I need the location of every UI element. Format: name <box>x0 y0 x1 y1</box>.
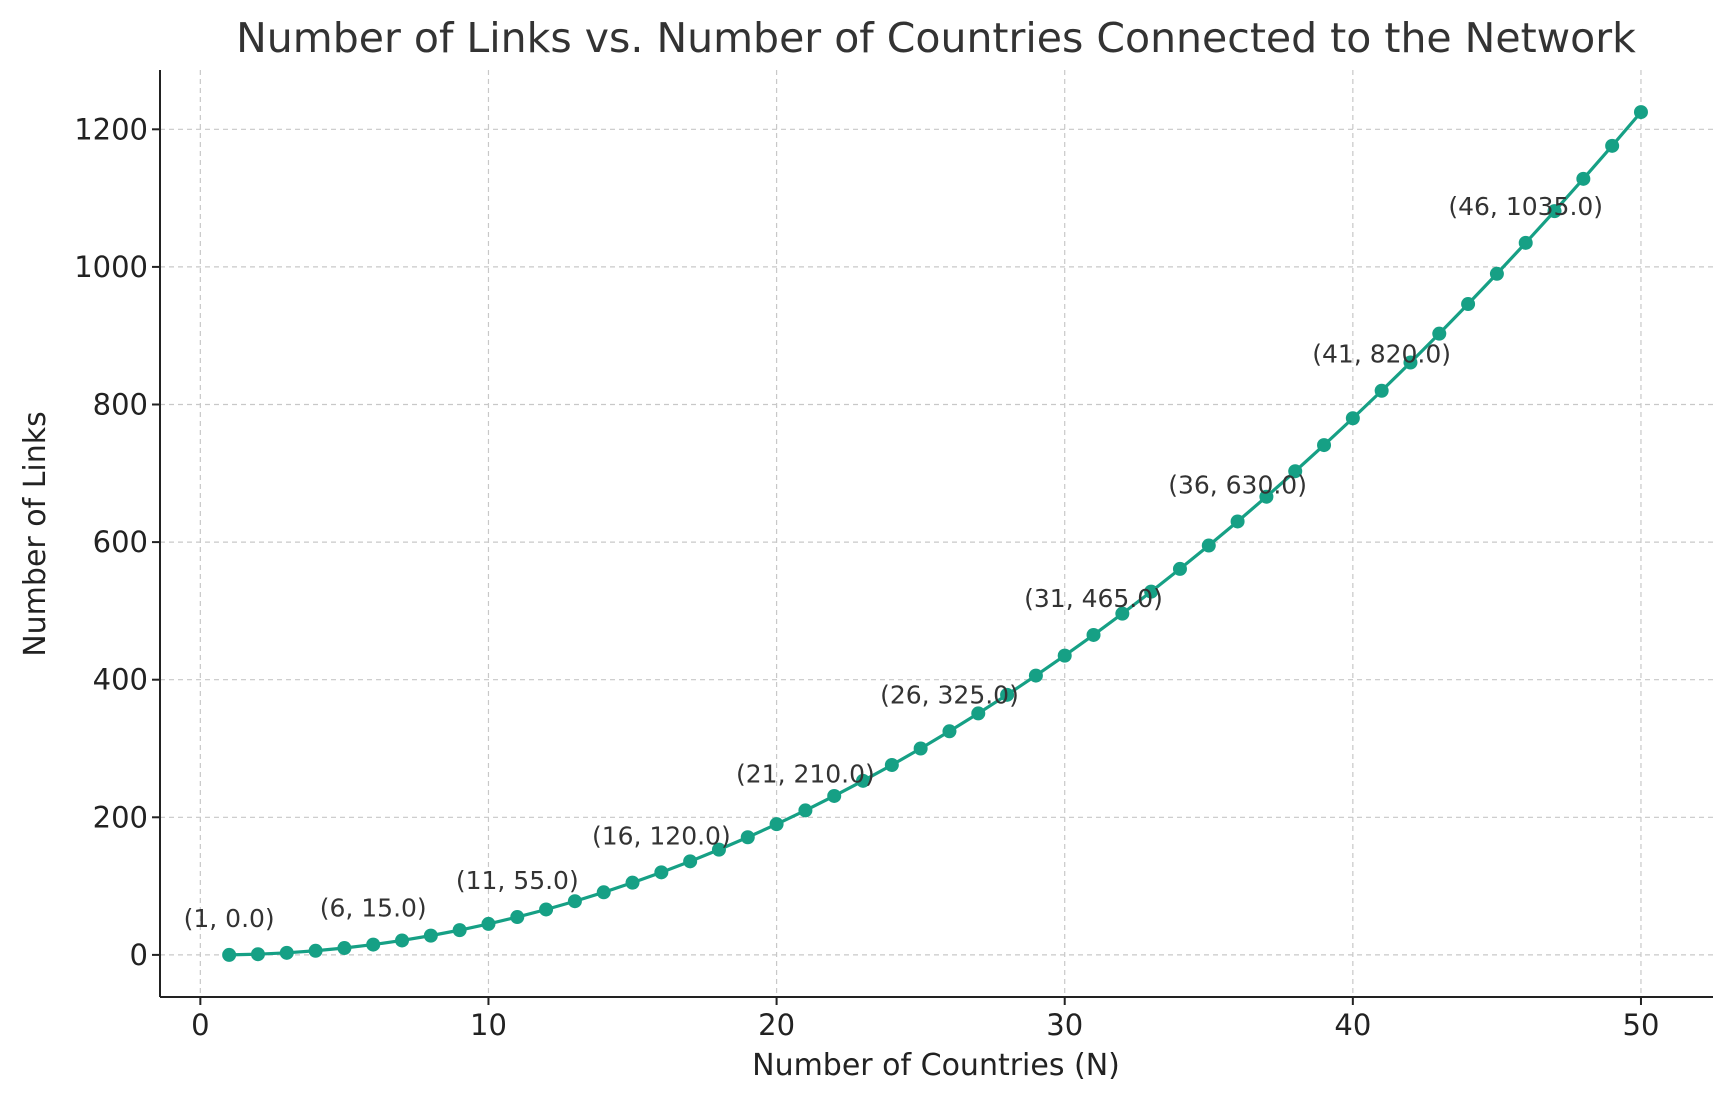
x-tick-label: 50 <box>1623 1008 1660 1042</box>
data-point-label: (26, 325.0) <box>880 680 1019 709</box>
grid <box>160 70 1713 997</box>
y-tick-label: 200 <box>93 800 148 834</box>
data-point-label: (21, 210.0) <box>736 759 875 788</box>
data-point <box>884 758 899 773</box>
data-point <box>1461 297 1476 312</box>
x-tick-label: 0 <box>191 1008 209 1042</box>
data-point <box>1374 383 1389 398</box>
data-point <box>481 916 496 931</box>
data-point <box>1259 489 1274 504</box>
data-point <box>798 803 813 818</box>
data-point <box>1317 438 1332 453</box>
data-point <box>1288 464 1303 479</box>
data-point <box>1489 266 1504 281</box>
data-point <box>567 894 582 909</box>
data-point <box>913 741 928 756</box>
data-point <box>1201 538 1216 553</box>
data-point <box>1172 561 1187 576</box>
data-point <box>1057 648 1072 663</box>
x-tick-label: 40 <box>1334 1008 1371 1042</box>
y-tick-label: 400 <box>93 663 148 697</box>
data-point <box>971 706 986 721</box>
data-point <box>740 830 755 845</box>
data-point-label: (11, 55.0) <box>456 866 579 895</box>
series <box>222 105 1648 962</box>
data-point <box>711 842 726 857</box>
x-tick-label: 10 <box>470 1008 507 1042</box>
chart-title: Number of Links vs. Number of Countries … <box>236 14 1636 62</box>
data-point <box>1403 355 1418 370</box>
series-line <box>229 111 1643 957</box>
data-point <box>1432 326 1447 341</box>
axes <box>159 70 1713 998</box>
data-point <box>1028 668 1043 683</box>
data-point <box>1230 514 1245 529</box>
data-point-label: (41, 820.0) <box>1312 340 1451 369</box>
data-point <box>625 875 640 890</box>
data-point-label: (46, 1035.0) <box>1448 192 1603 221</box>
data-point-label: (6, 15.0) <box>320 894 427 923</box>
data-point <box>1144 584 1159 599</box>
data-point <box>1605 138 1620 153</box>
x-tick-label: 30 <box>1046 1008 1083 1042</box>
data-point-label: (31, 465.0) <box>1024 584 1163 613</box>
data-point <box>222 947 237 962</box>
y-tick-label: 800 <box>93 388 148 422</box>
ticks: 0 10 20 30 40 50 0 200 400 600 800 1000 1200 <box>74 112 1659 1042</box>
data-point <box>279 945 294 960</box>
data-point <box>395 933 410 948</box>
x-tick-label: 20 <box>758 1008 795 1042</box>
data-point-label: (36, 630.0) <box>1168 470 1307 499</box>
data-point <box>1633 105 1648 120</box>
data-point <box>683 854 698 869</box>
y-tick-label: 1000 <box>74 250 148 284</box>
data-point <box>1086 627 1101 642</box>
data-point <box>510 910 525 925</box>
annotations: (1, 0.0) (6, 15.0) (11, 55.0) (16, 120.0) (2… <box>184 192 1603 933</box>
data-point <box>1000 687 1015 702</box>
y-tick-label: 0 <box>130 938 148 972</box>
data-point <box>1576 171 1591 186</box>
data-point <box>308 943 323 958</box>
data-point <box>1547 204 1562 219</box>
y-tick-label: 600 <box>93 525 148 559</box>
data-point <box>942 724 957 739</box>
x-axis-label: Number of Countries (N) <box>752 1048 1120 1083</box>
data-point-label: (16, 120.0) <box>592 821 731 850</box>
y-axis-label: Number of Links <box>18 411 53 657</box>
data-point <box>596 885 611 900</box>
data-point <box>452 923 467 938</box>
data-point <box>1345 411 1360 426</box>
data-point <box>539 902 554 917</box>
data-point <box>423 928 438 943</box>
data-point <box>1518 235 1533 250</box>
data-point <box>1115 606 1130 621</box>
data-point <box>856 773 871 788</box>
data-point <box>250 947 265 962</box>
y-tick-label: 1200 <box>74 112 148 146</box>
data-point-label: (1, 0.0) <box>184 904 275 933</box>
data-point <box>337 941 352 956</box>
data-point <box>827 788 842 803</box>
data-point <box>769 817 784 832</box>
data-point <box>366 937 381 952</box>
data-point <box>654 865 669 880</box>
